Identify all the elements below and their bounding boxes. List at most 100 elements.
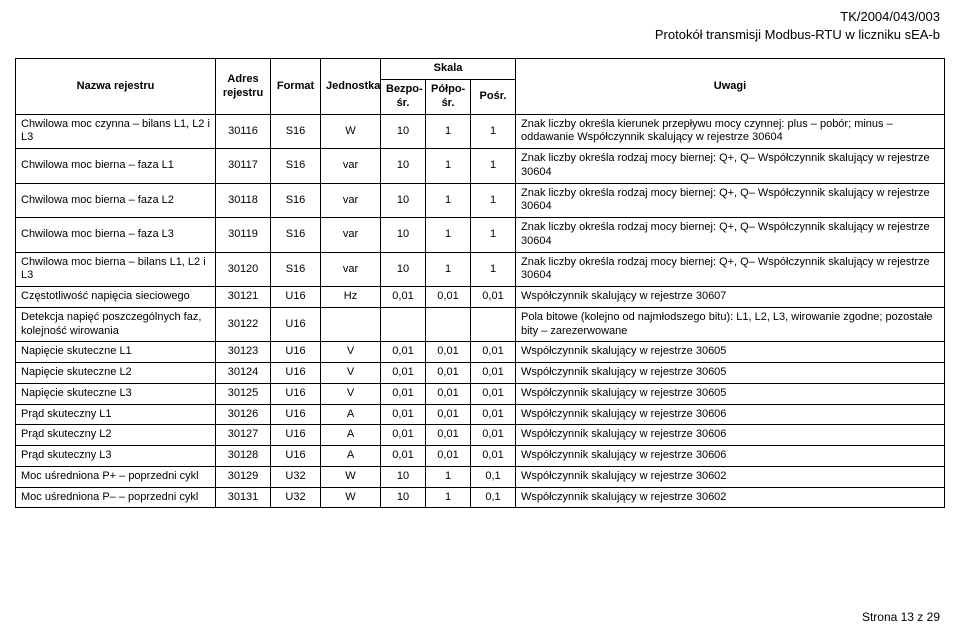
- cell-scale1: 0,01: [381, 446, 426, 467]
- table-row: Napięcie skuteczne L330125U16V0,010,010,…: [16, 383, 945, 404]
- cell-notes: Współczynnik skalujący w rejestrze 30606: [516, 446, 945, 467]
- cell-notes: Współczynnik skalujący w rejestrze 30605: [516, 363, 945, 384]
- cell-notes: Współczynnik skalujący w rejestrze 30602: [516, 466, 945, 487]
- cell-unit: Hz: [321, 287, 381, 308]
- cell-scale1: 10: [381, 218, 426, 253]
- cell-scale1: 10: [381, 114, 426, 149]
- cell-unit: var: [321, 218, 381, 253]
- cell-name: Napięcie skuteczne L2: [16, 363, 216, 384]
- cell-format: U16: [271, 404, 321, 425]
- cell-scale1: 0,01: [381, 287, 426, 308]
- cell-addr: 30125: [216, 383, 271, 404]
- cell-notes: Współczynnik skalujący w rejestrze 30606: [516, 404, 945, 425]
- cell-unit: V: [321, 363, 381, 384]
- cell-scale2: 0,01: [426, 425, 471, 446]
- cell-unit: W: [321, 487, 381, 508]
- cell-name: Chwilowa moc czynna – bilans L1, L2 i L3: [16, 114, 216, 149]
- cell-notes: Współczynnik skalujący w rejestrze 30606: [516, 425, 945, 446]
- cell-notes: Pola bitowe (kolejno od najmłodszego bit…: [516, 307, 945, 342]
- cell-scale2: 0,01: [426, 383, 471, 404]
- cell-scale1: 0,01: [381, 404, 426, 425]
- cell-unit: var: [321, 252, 381, 287]
- cell-format: S16: [271, 114, 321, 149]
- cell-format: S16: [271, 183, 321, 218]
- table-row: Prąd skuteczny L130126U16A0,010,010,01Ws…: [16, 404, 945, 425]
- cell-addr: 30116: [216, 114, 271, 149]
- table-row: Chwilowa moc bierna – faza L130117S16var…: [16, 149, 945, 184]
- cell-scale3: 1: [471, 252, 516, 287]
- cell-addr: 30124: [216, 363, 271, 384]
- cell-format: U16: [271, 425, 321, 446]
- cell-format: U16: [271, 446, 321, 467]
- cell-format: U16: [271, 287, 321, 308]
- cell-scale3: 0,01: [471, 446, 516, 467]
- table-row: Prąd skuteczny L330128U16A0,010,010,01Ws…: [16, 446, 945, 467]
- cell-name: Napięcie skuteczne L3: [16, 383, 216, 404]
- cell-scale3: 0,01: [471, 363, 516, 384]
- cell-name: Prąd skuteczny L2: [16, 425, 216, 446]
- cell-scale1: 0,01: [381, 383, 426, 404]
- cell-name: Częstotliwość napięcia sieciowego: [16, 287, 216, 308]
- table-row: Chwilowa moc bierna – bilans L1, L2 i L3…: [16, 252, 945, 287]
- doc-id: TK/2004/043/003: [0, 8, 940, 26]
- cell-scale2: 0,01: [426, 446, 471, 467]
- cell-addr: 30119: [216, 218, 271, 253]
- cell-scale1: [381, 307, 426, 342]
- table-row: Detekcja napięć poszczególnych faz, kole…: [16, 307, 945, 342]
- table-row: Prąd skuteczny L230127U16A0,010,010,01Ws…: [16, 425, 945, 446]
- cell-scale3: 0,01: [471, 342, 516, 363]
- cell-scale2: 1: [426, 466, 471, 487]
- cell-scale1: 10: [381, 183, 426, 218]
- page-footer: Strona 13 z 29: [862, 610, 940, 624]
- cell-notes: Znak liczby określa rodzaj mocy biernej:…: [516, 218, 945, 253]
- cell-format: U16: [271, 342, 321, 363]
- cell-notes: Znak liczby określa rodzaj mocy biernej:…: [516, 149, 945, 184]
- cell-unit: A: [321, 446, 381, 467]
- cell-addr: 30117: [216, 149, 271, 184]
- cell-format: U32: [271, 487, 321, 508]
- cell-unit: W: [321, 114, 381, 149]
- cell-notes: Współczynnik skalujący w rejestrze 30605: [516, 383, 945, 404]
- col-scale-bezposr: Bezpo-śr.: [381, 80, 426, 115]
- page-header: TK/2004/043/003 Protokół transmisji Modb…: [0, 0, 960, 44]
- cell-scale3: 0,1: [471, 487, 516, 508]
- cell-scale3: 0,01: [471, 287, 516, 308]
- cell-addr: 30127: [216, 425, 271, 446]
- cell-scale1: 10: [381, 149, 426, 184]
- cell-scale3: 1: [471, 114, 516, 149]
- cell-unit: var: [321, 149, 381, 184]
- cell-name: Chwilowa moc bierna – faza L1: [16, 149, 216, 184]
- cell-scale3: 0,01: [471, 383, 516, 404]
- col-unit: Jednostka: [321, 59, 381, 114]
- cell-addr: 30131: [216, 487, 271, 508]
- cell-format: S16: [271, 218, 321, 253]
- cell-format: S16: [271, 149, 321, 184]
- cell-scale1: 10: [381, 487, 426, 508]
- cell-format: S16: [271, 252, 321, 287]
- cell-scale2: 0,01: [426, 363, 471, 384]
- table-row: Chwilowa moc bierna – faza L230118S16var…: [16, 183, 945, 218]
- cell-name: Prąd skuteczny L1: [16, 404, 216, 425]
- cell-format: U16: [271, 383, 321, 404]
- cell-scale3: [471, 307, 516, 342]
- col-addr: Adres rejestru: [216, 59, 271, 114]
- cell-addr: 30118: [216, 183, 271, 218]
- cell-name: Chwilowa moc bierna – faza L2: [16, 183, 216, 218]
- cell-unit: A: [321, 404, 381, 425]
- register-table: Nazwa rejestru Adres rejestru Format Jed…: [15, 58, 945, 508]
- cell-scale2: 0,01: [426, 287, 471, 308]
- table-row: Moc uśredniona P– – poprzedni cykl30131U…: [16, 487, 945, 508]
- cell-name: Moc uśredniona P+ – poprzedni cykl: [16, 466, 216, 487]
- cell-scale2: 1: [426, 114, 471, 149]
- cell-addr: 30126: [216, 404, 271, 425]
- cell-name: Chwilowa moc bierna – bilans L1, L2 i L3: [16, 252, 216, 287]
- cell-notes: Współczynnik skalujący w rejestrze 30605: [516, 342, 945, 363]
- cell-name: Napięcie skuteczne L1: [16, 342, 216, 363]
- cell-scale2: 1: [426, 487, 471, 508]
- cell-scale2: 0,01: [426, 404, 471, 425]
- cell-name: Moc uśredniona P– – poprzedni cykl: [16, 487, 216, 508]
- cell-unit: A: [321, 425, 381, 446]
- cell-scale2: 1: [426, 218, 471, 253]
- cell-scale1: 0,01: [381, 342, 426, 363]
- cell-unit: V: [321, 383, 381, 404]
